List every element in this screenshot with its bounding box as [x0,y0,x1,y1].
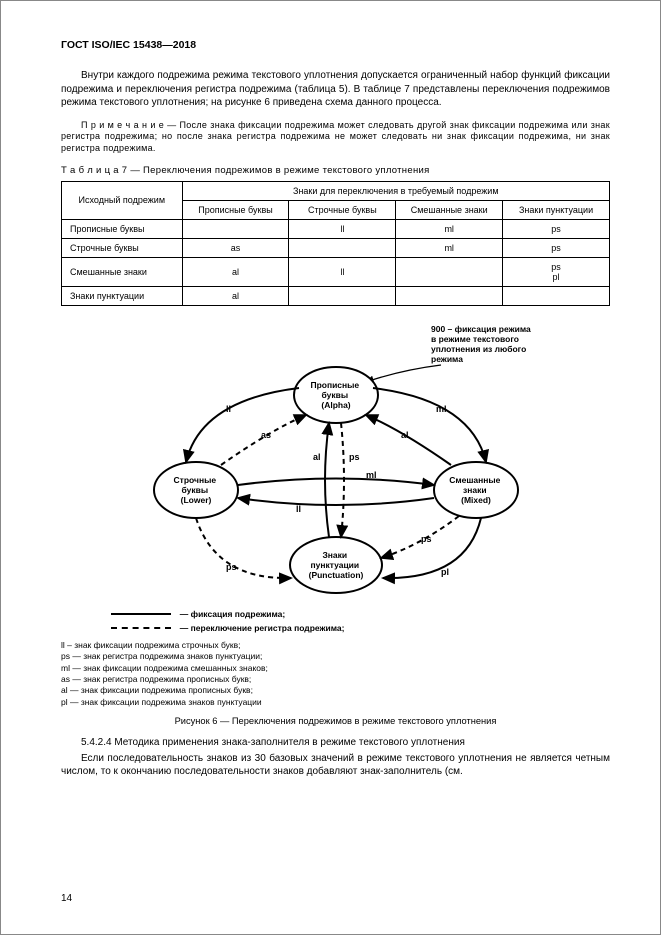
svg-text:al: al [401,430,409,440]
svg-text:as: as [261,430,271,440]
row-name: Смешанные знаки [62,257,183,286]
th-col2: Строчные буквы [289,200,396,219]
svg-text:ps: ps [421,534,432,544]
diagram-svg: 900 – фиксация режима в режиме текстовог… [121,320,551,600]
legend-solid-text: — фиксация подрежима; [180,609,285,619]
legend-item: pl — знак фиксации подрежима знаков пунк… [61,697,610,708]
svg-text:ps: ps [349,452,360,462]
row-name: Прописные буквы [62,219,183,238]
row-name: Строчные буквы [62,238,183,257]
diagram-note-text: 900 – фиксация режима в режиме текстовог… [431,324,533,364]
line-legend: — фиксация подрежима; — переключение рег… [111,609,610,634]
legend-item: al — знак фиксации подрежима прописных б… [61,685,610,696]
paragraph-1: Внутри каждого подрежима режима текстово… [61,69,610,110]
note-label: П р и м е ч а н и е [81,120,164,130]
svg-text:ml: ml [436,404,447,414]
legend-item: ps — знак регистра подрежима знаков пунк… [61,651,610,662]
doc-header: ГОСТ ISO/IEC 15438—2018 [61,39,610,51]
table-caption-prefix: Т а б л и ц а 7 [61,165,127,176]
svg-text:ll: ll [296,504,301,514]
legend-item: ml — знак фиксации подрежима смешанных з… [61,663,610,674]
table-row: Строчные буквы as ml ps [62,238,610,257]
svg-text:al: al [313,452,321,462]
row-name: Знаки пунктуации [62,286,183,305]
submodes-table: Исходный подрежим Знаки для переключения… [61,181,610,306]
cell: ps [503,238,610,257]
legend-item: as — знак регистра подрежима прописных б… [61,674,610,685]
th-source: Исходный подрежим [62,181,183,219]
solid-line-icon [111,613,171,615]
cell [289,286,396,305]
cell: ml [396,219,503,238]
svg-text:ml: ml [366,470,377,480]
svg-text:ll: ll [226,404,231,414]
state-diagram: 900 – фиксация режима в режиме текстовог… [61,320,610,603]
cell [503,286,610,305]
cell: ps pl [503,257,610,286]
th-col3: Смешанные знаки [396,200,503,219]
section-heading: 5.4.2.4 Методика применения знака-заполн… [61,736,610,750]
cell: as [182,238,289,257]
legend-item: ll – знак фиксации подрежима строчных бу… [61,640,610,651]
page-number: 14 [61,893,72,904]
table-row: Прописные буквы ll ml ps [62,219,610,238]
cell: ps [503,219,610,238]
note-block: П р и м е ч а н и е — После знака фиксац… [61,120,610,155]
code-legend: ll – знак фиксации подрежима строчных бу… [61,640,610,709]
table-row: Смешанные знаки al ll ps pl [62,257,610,286]
paragraph-2: Если последовательность знаков из 30 баз… [61,752,610,779]
cell [289,238,396,257]
svg-text:ps: ps [226,562,237,572]
cell: ll [289,219,396,238]
cell [396,257,503,286]
table-caption: Т а б л и ц а 7 — Переключения подрежимо… [61,165,610,176]
table-caption-text: — Переключения подрежимов в режиме текст… [127,165,429,176]
cell: al [182,257,289,286]
cell: al [182,286,289,305]
cell [396,286,503,305]
th-col1: Прописные буквы [182,200,289,219]
cell [182,219,289,238]
table-row: Знаки пунктуации al [62,286,610,305]
dash-line-icon [111,627,171,629]
th-group: Знаки для переключения в требуемый подре… [182,181,609,200]
th-col4: Знаки пунктуации [503,200,610,219]
cell: ll [289,257,396,286]
svg-text:pl: pl [441,567,449,577]
legend-dash-text: — переключение регистра подрежима; [180,623,345,633]
cell: ml [396,238,503,257]
figure-caption: Рисунок 6 — Переключения подрежимов в ре… [61,716,610,726]
